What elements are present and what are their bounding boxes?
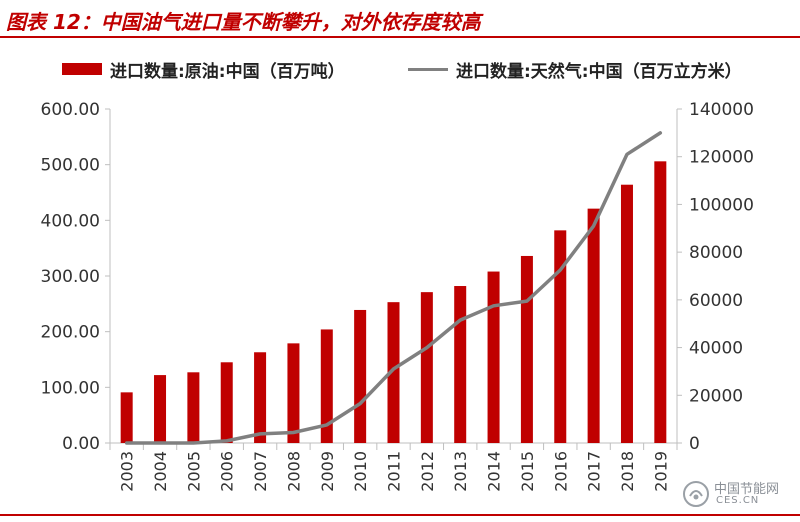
bar-crude-2009 <box>320 329 333 443</box>
bar-crude-2003 <box>120 392 133 443</box>
y-right-tick-label: 60000 <box>689 291 743 311</box>
bottom-divider <box>0 514 800 516</box>
bar-crude-2018 <box>620 184 633 443</box>
y-right-tick-label: 20000 <box>689 386 743 406</box>
y-left-tick-label: 400.00 <box>41 211 100 231</box>
y-left-tick-label: 600.00 <box>41 100 100 120</box>
x-tick-label: 2012 <box>418 451 437 492</box>
combo-chart: 0.00 100.00 200.00 300.00 400.00 500.00 600.00… <box>41 100 754 492</box>
bar-crude-2004 <box>154 375 167 443</box>
bar-crude-2014 <box>487 271 500 443</box>
x-tick-label: 2007 <box>251 451 270 492</box>
x-tick-label: 2011 <box>385 451 404 492</box>
bar-crude-2019 <box>654 161 667 443</box>
x-tick-label: 2016 <box>551 451 570 492</box>
bar-crude-2010 <box>354 309 367 443</box>
x-tick-label: 2015 <box>518 451 537 492</box>
x-tick-label: 2013 <box>451 451 470 492</box>
legend-bar-swatch <box>62 63 102 75</box>
bar-crude-2017 <box>587 208 600 443</box>
x-tick-label: 2006 <box>218 451 237 492</box>
figure-title: 图表 12：中国油气进口量不断攀升，对外依存度较高 <box>6 10 481 34</box>
y-left-tick-label: 300.00 <box>41 267 100 287</box>
bar-crude-2012 <box>420 292 433 443</box>
bar-series <box>120 161 667 443</box>
figure-header: 图表 12：中国油气进口量不断攀升，对外依存度较高 <box>0 0 800 38</box>
bar-crude-2013 <box>454 286 467 443</box>
y-right-tick-label: 80000 <box>689 243 743 263</box>
y-right-tick-label: 120000 <box>689 148 754 168</box>
bar-crude-2016 <box>554 230 567 443</box>
tick-labels: 0.00 100.00 200.00 300.00 400.00 500.00 600.00… <box>41 100 754 492</box>
y-left-tick-label: 0.00 <box>62 434 100 454</box>
watermark-logo-icon <box>683 481 709 507</box>
watermark-domain: CES.CN <box>716 495 760 506</box>
legend-label-gas: 进口数量:天然气:中国（百万立方米） <box>456 61 742 82</box>
bar-crude-2006 <box>220 362 233 443</box>
watermark-text: 中国节能网 <box>714 482 780 497</box>
x-tick-label: 2005 <box>184 451 203 492</box>
bar-crude-2005 <box>187 372 200 443</box>
x-tick-label: 2004 <box>151 451 170 492</box>
y-left-tick-label: 100.00 <box>41 378 100 398</box>
line-series <box>124 131 663 445</box>
x-tick-label: 2014 <box>485 451 504 492</box>
x-tick-label: 2010 <box>351 451 370 492</box>
y-left-tick-label: 200.00 <box>41 323 100 343</box>
bar-crude-2007 <box>254 352 267 443</box>
legend-item-gas: 进口数量:天然气:中国（百万立方米） <box>408 56 742 82</box>
title-divider <box>0 36 800 38</box>
legend-label-crude: 进口数量:原油:中国（百万吨） <box>110 61 345 82</box>
x-tick-label: 2018 <box>618 451 637 492</box>
x-tick-label: 2008 <box>284 451 303 492</box>
x-tick-label: 2019 <box>651 451 670 492</box>
bar-crude-2011 <box>387 302 400 443</box>
bar-crude-2008 <box>287 343 300 443</box>
x-tick-label: 2003 <box>118 451 137 492</box>
y-left-tick-label: 500.00 <box>41 156 100 176</box>
y-right-tick-label: 100000 <box>689 195 754 215</box>
y-right-tick-label: 0 <box>689 434 700 454</box>
legend-item-crude: 进口数量:原油:中国（百万吨） <box>62 56 345 82</box>
x-tick-label: 2017 <box>585 451 604 492</box>
watermark: 中国节能网 CES.CN <box>682 476 792 512</box>
bar-crude-2015 <box>520 255 533 443</box>
legend-line-swatch <box>408 67 448 71</box>
x-tick-label: 2009 <box>318 451 337 492</box>
y-right-tick-label: 140000 <box>689 100 754 120</box>
chart-legend: 进口数量:原油:中国（百万吨） 进口数量:天然气:中国（百万立方米） <box>0 56 800 82</box>
y-right-tick-label: 40000 <box>689 339 743 359</box>
